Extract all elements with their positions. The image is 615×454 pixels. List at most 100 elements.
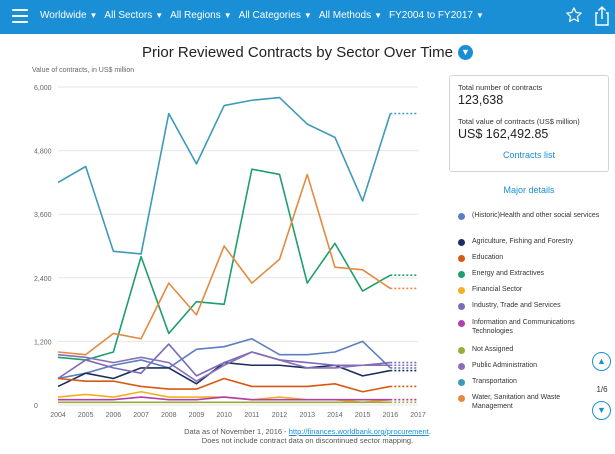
chevron-down-icon: ▼	[475, 11, 484, 20]
x-tick-label: 2013	[299, 412, 315, 419]
page-indicator: 1/6	[596, 385, 608, 394]
x-tick-label: 2009	[189, 412, 205, 419]
y-tick-labels: 0 1,200 2,400 3,600 4,800 6,000	[34, 85, 52, 410]
x-tick-labels: 2004 2005 2006 2007 2008 2009 2010 2011 2012 2013…	[50, 412, 426, 419]
x-tick-label: 2006	[106, 412, 122, 419]
procurement-data-link[interactable]: http://finances.worldbank.org/procuremen…	[288, 427, 429, 436]
filter-sectors[interactable]: All Sectors ▼	[104, 10, 164, 21]
series-line[interactable]	[57, 96, 392, 255]
chevron-down-icon: ▼	[223, 11, 232, 20]
footer-line-1: Data as of November 1, 2016 - http://fin…	[184, 427, 431, 436]
filter-bar: Worldwide ▼ All Sectors ▼ All Regions ▼ All…	[40, 10, 491, 21]
legend-label: Public Administration	[472, 362, 537, 369]
series-line[interactable]	[57, 351, 391, 382]
legend-item[interactable]: Agriculture, Fishing and Forestry	[458, 237, 600, 246]
series-line[interactable]	[57, 173, 391, 356]
chevron-down-icon: ▼	[374, 11, 383, 20]
legend-label: Water, Sanitation and Waste Management	[472, 394, 561, 410]
legend-label: Agriculture, Fishing and Forestry	[472, 238, 574, 245]
legend-item[interactable]: (Historic)Health and other social servic…	[458, 211, 600, 220]
x-tick-label: 2016	[383, 412, 399, 419]
legend-swatch	[458, 271, 465, 278]
page-navigator: ▲ 1/6 ▼	[590, 352, 614, 422]
x-tick-label: 2008	[161, 412, 177, 419]
series-line[interactable]	[57, 377, 391, 393]
legend-item[interactable]: Education	[458, 253, 600, 262]
legend-label: Industry, Trade and Services	[472, 302, 561, 309]
summary-card: Total number of contracts 123,638 Total …	[449, 75, 609, 172]
y-tick-label: 0	[34, 403, 38, 410]
chart-title: Prior Reviewed Contracts by Sector Over …	[0, 44, 615, 61]
legend-item[interactable]: Industry, Trade and Services	[458, 301, 600, 310]
total-value-label: Total value of contracts (US$ million)	[458, 117, 580, 126]
x-tick-label: 2010	[216, 412, 232, 419]
x-tick-label: 2015	[355, 412, 371, 419]
chevron-down-icon: ▼	[155, 11, 164, 20]
page-down-button[interactable]: ▼	[592, 401, 611, 420]
filter-regions[interactable]: All Regions ▼	[170, 10, 232, 21]
legend-label: Education	[472, 254, 504, 261]
x-tick-label: 2011	[244, 412, 259, 419]
share-icon[interactable]	[595, 6, 609, 26]
x-tick-label: 2005	[78, 412, 94, 419]
title-dropdown-button[interactable]: ▼	[457, 45, 473, 60]
legend-swatch	[458, 320, 465, 327]
legend-swatch	[458, 395, 465, 402]
line-chart: Value of contracts, in US$ million 0 1,20…	[32, 67, 426, 419]
legend-item[interactable]: Information and Communications Technolog…	[458, 318, 600, 336]
legend-label: Energy and Extractives	[472, 270, 544, 277]
x-tick-label: 2007	[133, 412, 149, 419]
hamburger-menu-icon[interactable]	[12, 9, 28, 23]
page-up-button[interactable]: ▲	[592, 352, 611, 371]
chevron-down-icon: ▼	[303, 11, 312, 20]
filter-methods[interactable]: All Methods ▼	[318, 10, 383, 21]
y-tick-label: 4,800	[34, 149, 52, 156]
x-tick-label: 2012	[272, 412, 288, 419]
legend-swatch	[458, 239, 465, 246]
x-tick-label: 2014	[327, 412, 343, 419]
legend-item[interactable]: Public Administration	[458, 361, 600, 370]
x-tick-label: 2017	[410, 412, 426, 419]
legend-swatch	[458, 255, 465, 262]
legend-swatch	[458, 363, 465, 370]
legend-label: Transportation	[472, 378, 517, 385]
y-tick-label: 3,600	[34, 212, 52, 219]
contracts-list-link[interactable]: Contracts list	[502, 150, 555, 160]
y-tick-label: 6,000	[34, 85, 52, 92]
legend-label: Information and Communications Technolog…	[472, 319, 575, 335]
chevron-down-icon: ▼	[89, 11, 98, 20]
filter-fiscal-years[interactable]: FY2004 to FY2017 ▼	[389, 10, 484, 21]
legend-item[interactable]: Financial Sector	[458, 285, 600, 294]
major-details-link[interactable]: Major details	[503, 185, 555, 195]
legend-swatch	[458, 379, 465, 386]
legend-swatch	[458, 287, 465, 294]
series-line[interactable]	[57, 168, 391, 361]
series-line[interactable]	[57, 337, 391, 380]
x-tick-label: 2004	[50, 412, 66, 419]
legend-swatch	[458, 213, 465, 220]
legend-label: Financial Sector	[472, 286, 523, 293]
series-line[interactable]	[57, 343, 391, 380]
y-tick-label: 1,200	[34, 339, 52, 346]
legend-item[interactable]: Water, Sanitation and Waste Management	[458, 393, 600, 411]
series-lines	[57, 96, 418, 404]
filter-categories[interactable]: All Categories ▼	[238, 10, 312, 21]
star-icon[interactable]	[565, 6, 583, 24]
legend-label: (Historic)Health and other social servic…	[472, 212, 600, 219]
y-tick-label: 2,400	[34, 276, 52, 283]
legend-swatch	[458, 303, 465, 310]
legend-item[interactable]: Not Assigned	[458, 345, 600, 354]
data-source-footer: Data as of November 1, 2016 - http://fin…	[0, 427, 615, 445]
legend-item[interactable]: Transportation	[458, 377, 600, 386]
chart-title-text: Prior Reviewed Contracts by Sector Over …	[142, 44, 453, 61]
total-value-value: US$ 162,492.85	[458, 127, 549, 141]
filter-region-worldwide[interactable]: Worldwide ▼	[40, 10, 98, 21]
series-line[interactable]	[58, 396, 391, 401]
total-count-label: Total number of contracts	[458, 83, 543, 92]
legend-item[interactable]: Energy and Extractives	[458, 269, 600, 278]
footer-line-2: Does not include contract data on discon…	[201, 436, 414, 445]
top-toolbar: Worldwide ▼ All Sectors ▼ All Regions ▼ All…	[0, 0, 615, 34]
y-axis-label: Value of contracts, in US$ million	[32, 67, 134, 74]
chart-grid	[58, 86, 418, 406]
legend-label: Not Assigned	[472, 346, 514, 353]
